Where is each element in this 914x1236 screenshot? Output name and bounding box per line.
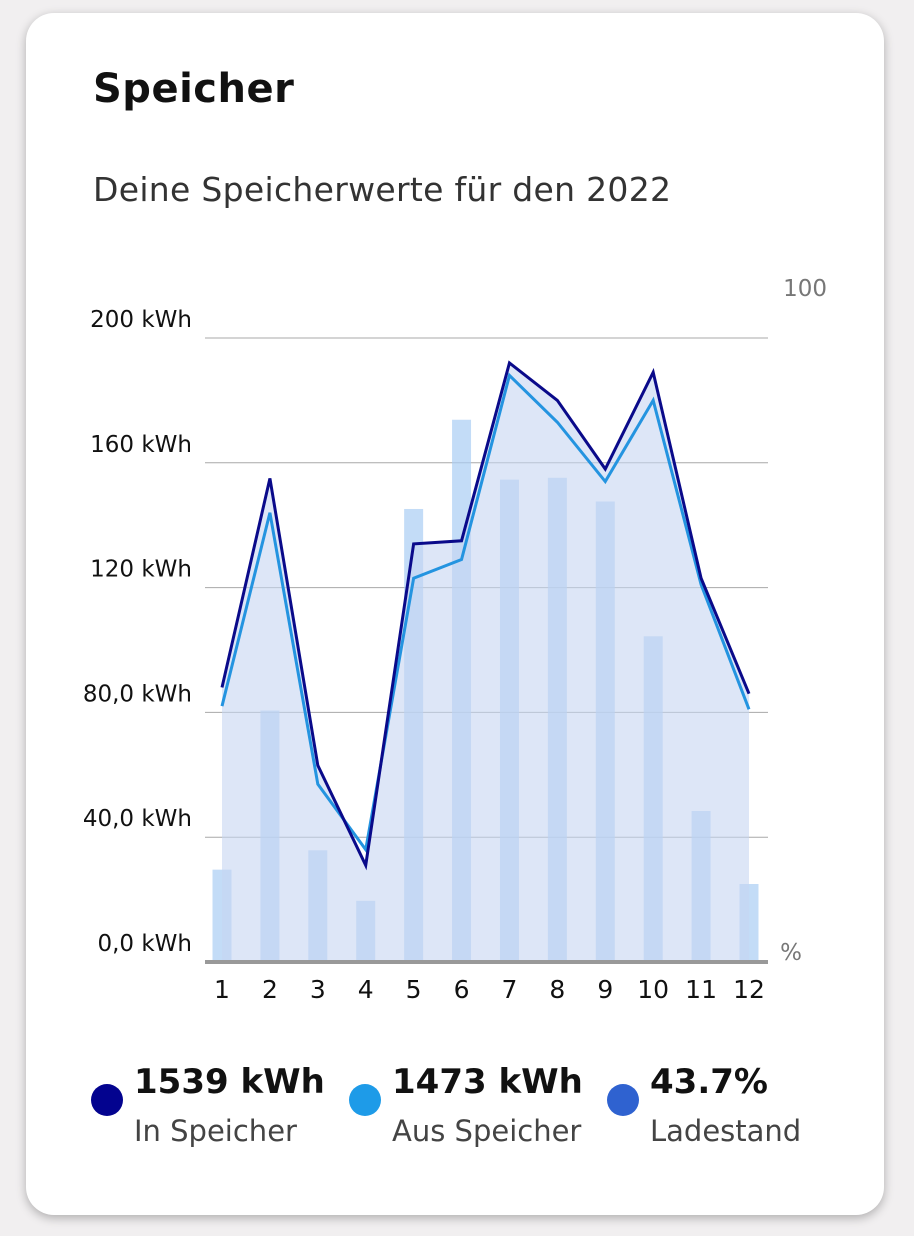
y-right-unit-label: % — [780, 940, 802, 966]
x-tick-label: 3 — [310, 975, 326, 1004]
area-fill — [222, 362, 749, 963]
x-tick-label: 4 — [358, 975, 374, 1004]
x-tick-label: 5 — [406, 975, 422, 1004]
legend-value-ladestand: 43.7% — [650, 1062, 768, 1102]
x-tick-label: 11 — [685, 975, 717, 1004]
x-tick-label: 9 — [597, 975, 613, 1004]
x-tick-label: 10 — [637, 975, 669, 1004]
y-right-top-label: 100 — [783, 276, 827, 302]
x-tick-label: 7 — [502, 975, 518, 1004]
card-subtitle: Deine Speicherwerte für den 2022 — [93, 170, 672, 209]
axes: 0,0 kWh 40,0 kWh 80,0 kWh 120 kWh 160 kWh 200… — [83, 276, 827, 1004]
legend-label-aus-speicher: Aus Speicher — [392, 1114, 582, 1148]
x-tick-label: 1 — [214, 975, 230, 1004]
storage-chart: 0,0 kWh 40,0 kWh 80,0 kWh 120 kWh 160 kWh 200… — [83, 276, 827, 1004]
y-tick-label: 120 kWh — [90, 557, 192, 583]
legend-label-in-speicher: In Speicher — [134, 1114, 297, 1148]
legend-label-ladestand: Ladestand — [650, 1114, 802, 1148]
line-in-speicher — [220, 360, 751, 871]
x-tick-label: 12 — [733, 975, 765, 1004]
y-tick-label: 80,0 kWh — [83, 681, 192, 707]
x-tick-label: 8 — [549, 975, 565, 1004]
legend-value-in-speicher: 1539 kWh — [134, 1062, 325, 1102]
y-tick-label: 200 kWh — [90, 307, 192, 333]
x-tick-label: 6 — [454, 975, 470, 1004]
y-tick-label: 160 kWh — [90, 432, 192, 458]
line-series — [220, 360, 751, 871]
legend-dot-aus-speicher — [349, 1084, 381, 1116]
y-tick-label: 0,0 kWh — [97, 931, 192, 957]
x-tick-label: 2 — [262, 975, 278, 1004]
legend-dot-in-speicher — [91, 1084, 123, 1116]
legend-dot-ladestand — [607, 1084, 639, 1116]
y-tick-label: 40,0 kWh — [83, 806, 192, 832]
line-aus-speicher — [220, 372, 751, 854]
card-title: Speicher — [93, 66, 295, 112]
legend-value-aus-speicher: 1473 kWh — [392, 1062, 583, 1102]
area-in-speicher — [222, 362, 749, 963]
